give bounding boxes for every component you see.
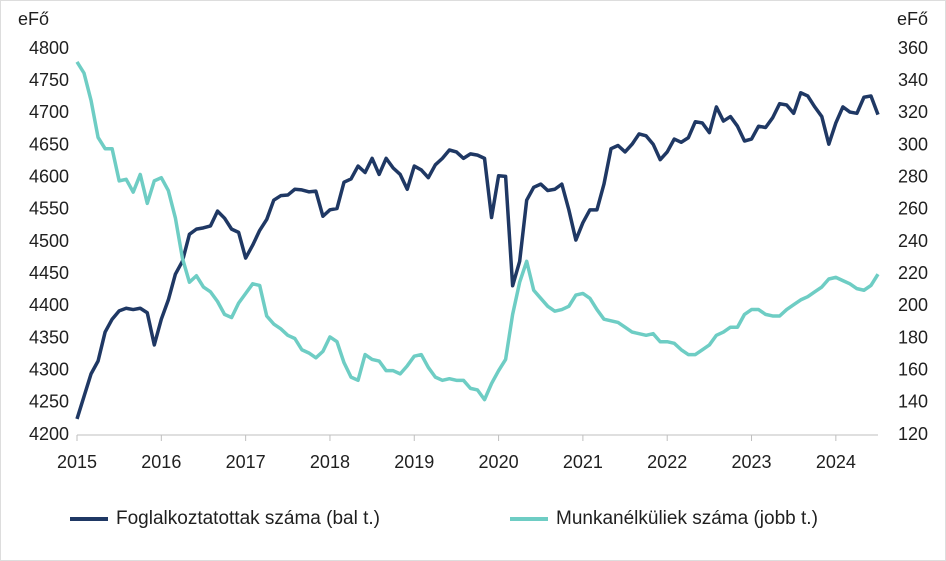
x-tick-label: 2024 — [816, 452, 856, 472]
x-tick-label: 2018 — [310, 452, 350, 472]
series-line — [75, 60, 880, 402]
y-tick-label: 4600 — [29, 166, 69, 186]
y-tick-label: 4750 — [29, 70, 69, 90]
series-line — [75, 91, 880, 420]
y2-tick-label: 140 — [898, 392, 928, 412]
x-tick-label: 2019 — [394, 452, 434, 472]
legend-label: Munkanélküliek száma (jobb t.) — [556, 508, 818, 529]
legend-label: Foglalkoztatottak száma (bal t.) — [116, 508, 380, 529]
y2-tick-label: 300 — [898, 134, 928, 154]
x-tick-label: 2022 — [647, 452, 687, 472]
x-tick-label: 2023 — [732, 452, 772, 472]
y-tick-label: 4500 — [29, 231, 69, 251]
y-tick-label: 4400 — [29, 295, 69, 315]
y-tick-label: 4800 — [29, 38, 69, 58]
y2-tick-label: 260 — [898, 199, 928, 219]
y-tick-label: 4350 — [29, 327, 69, 347]
y2-tick-label: 160 — [898, 359, 928, 379]
y2-tick-label: 180 — [898, 327, 928, 347]
y-tick-label: 4550 — [29, 199, 69, 219]
x-tick-label: 2017 — [226, 452, 266, 472]
y2-tick-label: 340 — [898, 70, 928, 90]
y2-tick-label: 280 — [898, 166, 928, 186]
y-axis-label: eFő — [18, 9, 49, 29]
y2-tick-label: 320 — [898, 102, 928, 122]
x-tick-label: 2020 — [479, 452, 519, 472]
y-tick-label: 4450 — [29, 263, 69, 283]
y-tick-label: 4200 — [29, 424, 69, 444]
y2-tick-label: 360 — [898, 38, 928, 58]
y-tick-label: 4650 — [29, 134, 69, 154]
x-tick-label: 2016 — [141, 452, 181, 472]
y-tick-label: 4300 — [29, 359, 69, 379]
x-tick-label: 2015 — [57, 452, 97, 472]
x-tick-label: 2021 — [563, 452, 603, 472]
y2-axis-label: eFő — [897, 9, 928, 29]
y2-tick-label: 120 — [898, 424, 928, 444]
y2-tick-label: 200 — [898, 295, 928, 315]
y2-tick-label: 240 — [898, 231, 928, 251]
y-tick-label: 4250 — [29, 392, 69, 412]
y-tick-label: 4700 — [29, 102, 69, 122]
y2-tick-label: 220 — [898, 263, 928, 283]
legend: Foglalkoztatottak száma (bal t.) Munkanél… — [70, 508, 818, 529]
